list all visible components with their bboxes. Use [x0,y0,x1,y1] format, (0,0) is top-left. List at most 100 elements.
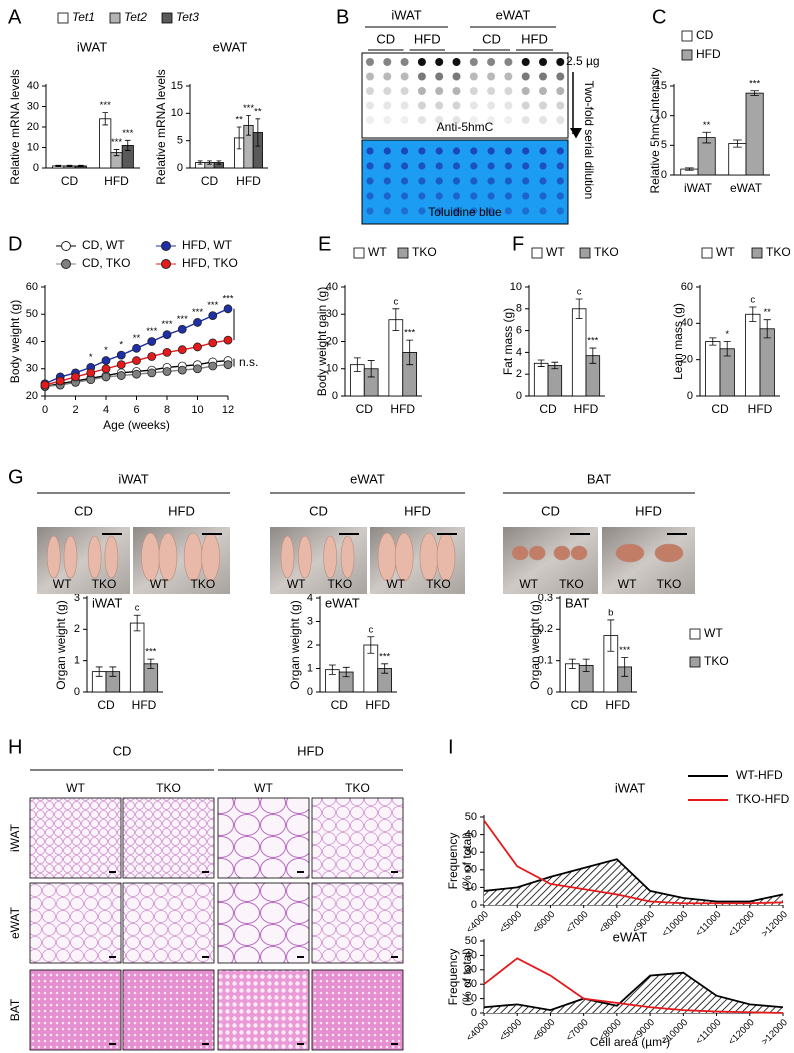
y-tick-label: 3 [74,592,80,604]
significance-label: *** [749,78,760,89]
histology-image [311,882,404,964]
x-tick-label: <11000 [694,909,724,939]
bar [728,143,747,176]
y-tick-label: 10 [27,141,39,153]
stain-dot [556,162,564,170]
y-tick-label: 30 [26,363,38,375]
blot-dot [383,87,392,95]
y-tick-label: 0.2 [538,623,553,635]
marker [162,330,172,340]
x-tick-label: HFD [132,698,157,712]
marker [132,343,141,353]
panel-label: H [8,736,22,758]
stain-dot [487,147,495,155]
y-axis-label: Frequency [446,833,460,890]
legend-label: Tet3 [176,10,199,24]
chart-title: eWAT [213,39,248,54]
blot-dot [539,101,547,110]
marker [177,324,187,334]
error-bar [66,164,73,167]
stain-dot [539,177,547,185]
amount-label: 2.5 µg [566,54,600,68]
series-line [483,819,784,905]
tissue-piece [528,545,546,561]
stain-dot [383,177,391,185]
stain-dot [383,192,391,200]
error-bar [216,160,222,165]
y-tick-label: 0 [33,162,39,174]
x-tick-label: eWAT [730,181,763,195]
diet-label: CD [482,31,501,46]
blot-dot [556,72,565,81]
histology-image [217,969,310,1051]
marker [193,342,202,352]
error-bar [353,357,361,372]
stain-dot [539,162,547,170]
marker [162,347,172,357]
legend-swatch [689,628,701,640]
legend-marker [161,259,171,269]
blot-dot [521,116,530,124]
legend-swatch [531,247,543,259]
histology-image [29,969,122,1051]
stain-dot [470,207,478,215]
blot-dot [556,116,565,124]
tissue-piece [323,535,337,579]
blot-dot [487,58,496,66]
marker [147,368,157,378]
histology-image [311,797,404,879]
blot-dot [366,116,374,124]
blot-dot [417,58,426,66]
blot-dot [556,101,565,110]
photo [503,527,598,594]
blot-dot [435,58,444,66]
marker [40,380,50,390]
y-tick-label: 0 [547,686,553,698]
stain-dot [435,177,443,185]
marker [116,360,126,370]
chart-title: iWAT [92,595,122,610]
blot-dot [539,87,547,95]
panel-label: C [652,6,666,28]
blot-dot [469,72,478,81]
marker [71,372,80,382]
marker [208,311,218,321]
y-tick-label: 10 [465,993,477,1005]
stain-dot [435,162,443,170]
error-bar [342,666,350,678]
significance-label: c [368,624,373,635]
stain-dot [452,207,461,215]
x-tick-label: HFD [605,698,630,712]
y-tick-label: 6 [516,325,522,337]
legend-label: HFD, TKO [182,256,238,270]
area-fill [484,859,783,905]
bar [705,341,721,397]
stain-dot [452,147,461,155]
legend-swatch [397,247,409,259]
genotype-label: TKO [328,577,353,591]
x-tick-label: CD [331,698,349,712]
diet-label: HFD [414,31,441,46]
blot-dot [469,101,478,110]
error-bar [197,160,203,165]
stain-dot [366,147,374,155]
y-tick-label: 0 [471,899,477,911]
stain-label: Toluidine blue [428,205,502,219]
y-tick-label: 30 [465,846,477,858]
blot-dot [383,58,392,66]
marker [223,360,233,370]
blot-dot [452,87,461,95]
tissue-piece [377,532,397,582]
blot-dot [435,72,444,81]
blot-dot [383,116,392,124]
blot-dot [366,58,374,66]
y-tick-label: 40 [465,949,477,961]
genotype-label: TKO [345,781,370,795]
error-bar [381,663,389,674]
legend-swatch [109,12,121,24]
legend-label: TKO [594,245,619,259]
blot-membrane [361,52,569,139]
y-tick-label: 4 [516,346,522,358]
significance-label: * [725,329,729,340]
y-axis-label: Organ weight (g) [288,600,302,689]
